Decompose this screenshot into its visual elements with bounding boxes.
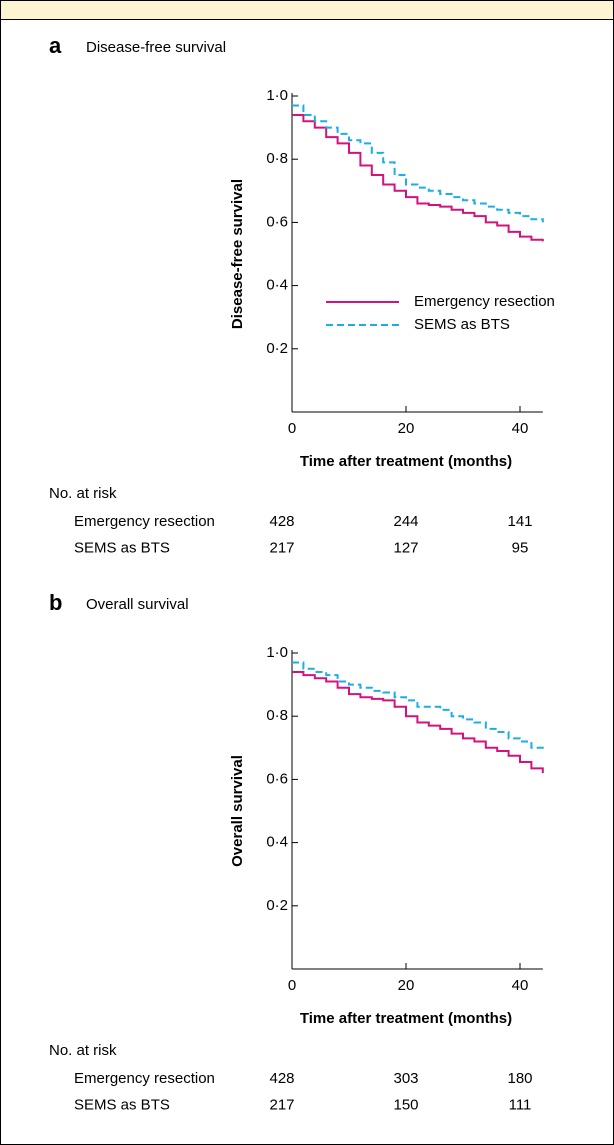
- risk-count: 180: [507, 1070, 532, 1087]
- risk-count: 217: [269, 539, 294, 556]
- y-axis-label: Disease-free survival: [229, 179, 246, 329]
- x-tick-label: 0: [288, 420, 296, 437]
- survival-curve: [292, 104, 544, 223]
- x-tick-label: 20: [398, 420, 415, 437]
- risk-count: 244: [393, 513, 418, 530]
- risk-row-label: Emergency resection: [74, 513, 215, 530]
- y-tick-label: 0·6: [266, 213, 288, 230]
- panel-title: Disease-free survival: [86, 39, 226, 56]
- risk-count: 303: [393, 1070, 418, 1087]
- survival-curve: [292, 113, 544, 242]
- y-tick-label: 0·4: [266, 834, 288, 851]
- risk-count: 428: [269, 513, 294, 530]
- x-tick-label: 40: [512, 977, 529, 994]
- risk-count: 150: [393, 1096, 418, 1113]
- legend-label: SEMS as BTS: [414, 316, 510, 333]
- y-tick-label: 1·0: [266, 87, 288, 104]
- x-tick-label: 0: [288, 977, 296, 994]
- risk-table-title: No. at risk: [49, 1042, 117, 1059]
- survival-curve: [292, 670, 544, 774]
- risk-count: 428: [269, 1070, 294, 1087]
- x-tick-label: 40: [512, 420, 529, 437]
- risk-row-label: Emergency resection: [74, 1070, 215, 1087]
- y-tick-label: 0·6: [266, 770, 288, 787]
- risk-count: 127: [393, 539, 418, 556]
- legend-label: Emergency resection: [414, 293, 555, 310]
- risk-row-label: SEMS as BTS: [74, 1096, 170, 1113]
- x-axis-label: Time after treatment (months): [300, 453, 512, 470]
- y-axis-label: Overall survival: [229, 755, 246, 867]
- y-tick-label: 1·0: [266, 644, 288, 661]
- risk-table-title: No. at risk: [49, 485, 117, 502]
- risk-count: 141: [507, 513, 532, 530]
- risk-row-label: SEMS as BTS: [74, 539, 170, 556]
- y-tick-label: 0·8: [266, 707, 288, 724]
- panel-letter: a: [49, 33, 62, 58]
- panel-letter: b: [49, 590, 62, 615]
- risk-count: 111: [509, 1096, 532, 1113]
- y-tick-label: 0·8: [266, 150, 288, 167]
- panel-title: Overall survival: [86, 596, 189, 613]
- x-axis-label: Time after treatment (months): [300, 1010, 512, 1027]
- y-tick-label: 0·2: [266, 897, 288, 914]
- header-band: [1, 1, 613, 20]
- x-tick-label: 20: [398, 977, 415, 994]
- risk-count: 217: [269, 1096, 294, 1113]
- survival-curve: [292, 661, 544, 751]
- risk-count: 95: [512, 539, 529, 556]
- y-tick-label: 0·4: [266, 277, 288, 294]
- y-tick-label: 0·2: [266, 340, 288, 357]
